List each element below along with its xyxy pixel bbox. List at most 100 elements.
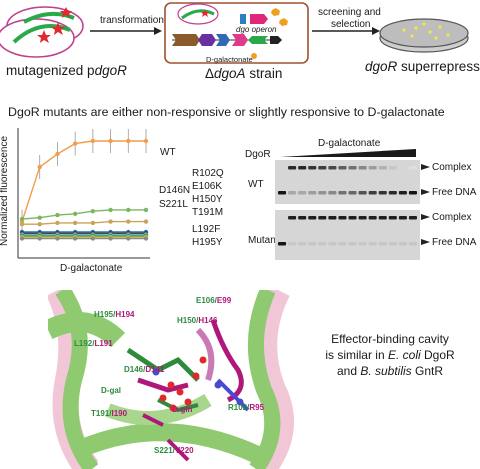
mutant-label: E106K: [192, 181, 223, 192]
gel-protein-label: DgoR: [245, 149, 271, 160]
data-point: [72, 236, 78, 241]
complex-band: [318, 166, 327, 170]
s221l-series-label: S221L: [159, 199, 188, 210]
transformation-label: transformation: [100, 15, 164, 26]
complex-band: [328, 166, 337, 170]
free-dna-band: [328, 242, 337, 246]
free-dna-band: [378, 242, 387, 246]
data-point: [19, 236, 25, 241]
series-line-wt: [21, 140, 146, 222]
series-line-d146n: [21, 209, 146, 220]
data-point: [55, 220, 60, 226]
label-dgln: D-gln: [172, 405, 193, 414]
mutant-label: H150Y: [192, 194, 223, 205]
free-dna-band: [298, 191, 307, 195]
complex-band: [378, 166, 387, 170]
complex-band: [358, 216, 367, 220]
workflow-graphics: [0, 2, 469, 64]
label-d146: D146/D141: [124, 365, 165, 374]
wt-series-label: WT: [160, 147, 176, 158]
chart-xlabel: D-galactonate: [60, 263, 123, 274]
complex-band: [298, 166, 307, 170]
complex-band: [408, 216, 417, 220]
label-dgal: D-gal: [101, 386, 121, 395]
label-l192: L192/L191: [74, 339, 113, 348]
gel-wt-label: WT: [248, 179, 264, 190]
gel-gradient-label: D-galactonate: [318, 138, 381, 149]
data-point: [55, 212, 60, 218]
caption-line-1: Effector-binding cavity: [331, 332, 449, 346]
free-dna-band: [348, 191, 357, 195]
complex-band: [368, 216, 377, 220]
data-point: [19, 216, 25, 222]
structure-caption: Effector-binding cavity is similar in E.…: [305, 331, 475, 379]
data-point: [90, 209, 96, 214]
caption-line-2: is similar in E. coli DgoR: [325, 348, 455, 362]
data-point: [55, 151, 60, 157]
label-s221: S221/V220: [154, 446, 194, 455]
data-point: [55, 236, 60, 241]
gel-arrows: [421, 164, 430, 245]
mutagenized-cells-illustration: [0, 6, 84, 58]
data-point: [143, 219, 149, 224]
complex-band: [288, 166, 297, 170]
operon-label: dgo operon: [236, 25, 277, 34]
petri-dish-illustration: [379, 18, 469, 53]
data-point: [108, 236, 113, 241]
series-line-s221l: [22, 220, 146, 225]
complex-band: [388, 166, 397, 170]
right-caption: dgoR superrepressors: [365, 59, 480, 74]
gal-label: D-galactonate: [206, 55, 253, 64]
free-dna-band: [378, 191, 387, 195]
data-point: [37, 215, 42, 220]
caption-line-3: and B. subtilis GntR: [336, 364, 444, 378]
complex-band: [338, 166, 347, 170]
free-dna-band: [388, 242, 397, 246]
complex-band: [308, 216, 317, 220]
free-dna-band: [368, 191, 377, 195]
label-h150: H150/H146: [177, 316, 218, 325]
data-point: [37, 164, 42, 170]
complex-band: [348, 216, 357, 220]
complex-band: [378, 216, 387, 220]
free-dna-band: [288, 242, 297, 246]
data-point: [72, 141, 78, 146]
complex-band: [398, 166, 407, 170]
mutant-label: R102Q: [192, 168, 224, 179]
data-point: [90, 220, 96, 226]
label-r102: R102/R95: [228, 403, 265, 412]
data-point: [37, 236, 42, 241]
data-point: [90, 138, 96, 144]
data-point: [108, 207, 113, 213]
free-dna-band: [288, 191, 297, 195]
data-point: [143, 138, 149, 144]
free-dna-band: [358, 242, 367, 246]
data-point: [143, 207, 149, 213]
mutant-label: H195Y: [192, 237, 223, 248]
free-dna-band: [308, 242, 317, 246]
data-point: [108, 138, 113, 144]
left-caption: mutagenized pdgoR: [6, 63, 127, 78]
free-dna-band: [338, 242, 347, 246]
data-point: [108, 219, 113, 224]
data-point: [126, 219, 131, 224]
complex-band: [388, 216, 397, 220]
complex-band: [398, 216, 407, 220]
free-dna-band: [368, 242, 377, 246]
gel-mutant-label: Mutant: [248, 235, 279, 246]
data-point: [37, 222, 42, 227]
protein-structure-image: [48, 290, 298, 469]
complex-band: [348, 166, 357, 170]
data-point: [72, 211, 78, 216]
complex-band: [358, 166, 367, 170]
gradient-wedge: [280, 149, 416, 157]
gel-free-label: Free DNA: [432, 187, 477, 198]
d146n-series-label: D146N: [159, 185, 191, 196]
free-dna-band: [338, 191, 347, 195]
free-dna-band: [398, 191, 407, 195]
free-dna-band: [398, 242, 407, 246]
free-dna-band: [328, 191, 337, 195]
free-dna-band: [278, 191, 287, 195]
complex-band: [408, 166, 417, 170]
complex-band: [368, 166, 377, 170]
